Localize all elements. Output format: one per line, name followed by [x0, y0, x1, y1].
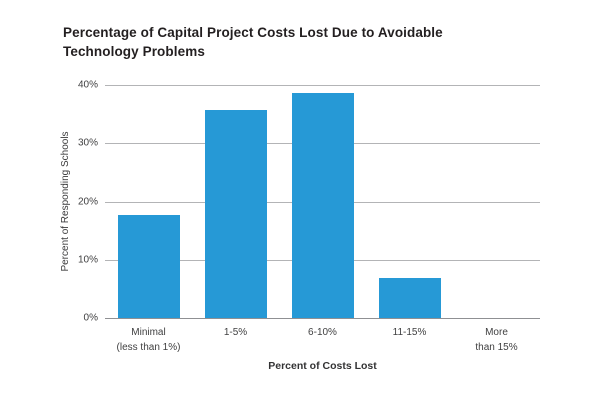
x-tick-label-line: 6-10%: [308, 327, 337, 338]
bar-slot: [366, 85, 453, 318]
plot-area: 40% 30% 20% 10% 0%: [78, 80, 540, 324]
x-tick-label-line: Minimal: [131, 327, 166, 338]
y-tick-label: 0%: [83, 312, 98, 324]
x-tick-label-line: 1-5%: [223, 327, 248, 338]
y-tick-label: 10%: [77, 254, 98, 266]
x-axis-tick-labels: Minimal (less than 1%) 1-5% 6-10% 11-15% More…: [105, 326, 540, 355]
x-tick-label: 11-15%: [366, 326, 453, 355]
x-tick-label: 6-10%: [279, 326, 366, 355]
bar: [117, 214, 180, 318]
x-tick-label-line: 11-15%: [392, 327, 427, 338]
chart-title: Percentage of Capital Project Costs Lost…: [63, 25, 443, 59]
bar-slot: [192, 85, 279, 318]
x-axis-baseline: [105, 318, 540, 319]
bar-slot: [105, 85, 192, 318]
x-tick-label-line: than 15%: [475, 341, 518, 353]
bar-slot: [279, 85, 366, 318]
bar: [291, 93, 354, 318]
x-tick-label: More than 15%: [453, 326, 540, 355]
y-tick-label: 30%: [77, 137, 98, 149]
bar: [378, 277, 441, 318]
bars: [105, 85, 540, 318]
x-tick-label: Minimal (less than 1%): [105, 326, 192, 355]
gridline: [105, 85, 540, 86]
bar-slot: [453, 85, 540, 318]
x-tick-label-line: (less than 1%): [116, 341, 181, 353]
y-tick-label: 40%: [77, 79, 98, 91]
y-tick-label: 20%: [77, 196, 98, 207]
bar: [204, 110, 267, 318]
x-axis-title: Percent of Costs Lost: [268, 360, 377, 372]
x-tick-label-line: More: [485, 327, 508, 338]
x-tick-label: 1-5%: [192, 326, 279, 355]
